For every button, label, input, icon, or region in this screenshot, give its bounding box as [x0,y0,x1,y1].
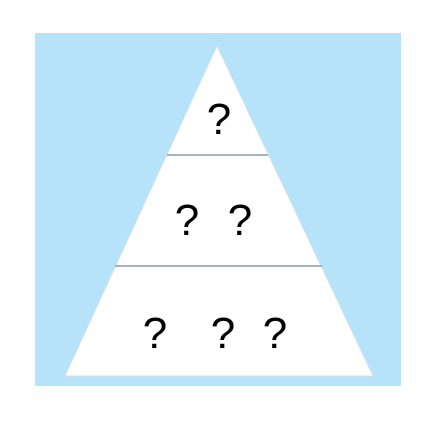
tier-1-item-1: ? [207,95,231,144]
tier-2-item-1: ? [175,196,199,245]
tier-3-item-3: ? [263,309,287,358]
tier-3-item-1: ? [143,309,167,358]
tier-3-item-2: ? [211,309,235,358]
tier-2-item-2: ? [228,196,252,245]
pyramid-shape [64,44,374,377]
